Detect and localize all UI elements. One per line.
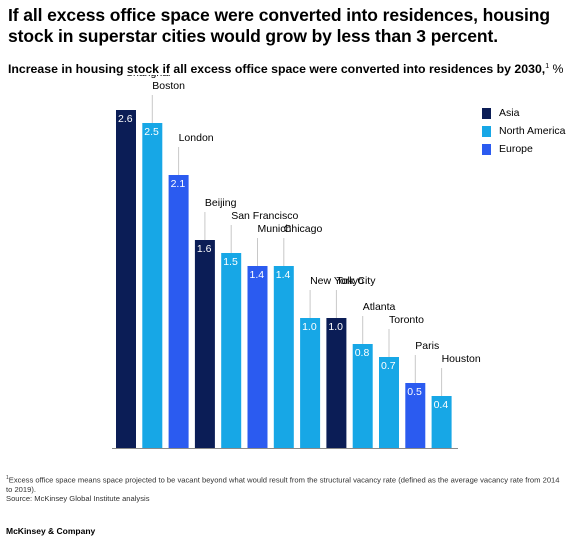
bar-value-label-beijing: 1.6 — [197, 243, 212, 255]
brand-logo: McKinsey & Company — [6, 526, 96, 536]
footnote-marker: 1 — [6, 475, 9, 481]
legend-label-north-america: North America — [499, 125, 566, 137]
category-label-san-francisco: San Francisco — [231, 210, 298, 222]
legend-item-north-america: North America — [482, 122, 566, 140]
bar-value-label-toronto: 0.7 — [381, 360, 396, 372]
category-label-tokyo: Tokyo — [336, 275, 364, 287]
bar-beijing — [194, 240, 215, 448]
source-note: Source: McKinsey Global Institute analys… — [6, 493, 150, 503]
footnote-text: 1Excess office space means space project… — [6, 474, 566, 494]
legend-swatch-asia — [482, 107, 491, 119]
bar-value-label-new-york-city: 1.0 — [302, 321, 317, 333]
bar-chart: 2.6 Shanghai 2.5 Boston 2.1 London 1.6 Beijing 1… — [112, 75, 481, 449]
category-label-munich: Munich — [258, 223, 292, 235]
bar-value-label-boston: 2.5 — [144, 126, 159, 138]
legend-item-europe: Europe — [482, 140, 566, 158]
bar-toronto — [379, 357, 399, 448]
bar-paris — [405, 383, 426, 448]
bar-houston — [431, 396, 452, 448]
bar-new-york-city — [300, 318, 321, 448]
subtitle-footnote-marker: 1 — [545, 63, 550, 70]
category-label-toronto: Toronto — [389, 314, 424, 326]
legend-label-europe: Europe — [499, 143, 533, 155]
bar-munich — [247, 266, 268, 448]
bar-value-label-chicago: 1.4 — [276, 269, 291, 281]
subtitle-text: Increase in housing stock if all excess … — [8, 62, 546, 77]
legend-swatch-europe — [482, 143, 491, 155]
category-label-paris: Paris — [415, 340, 439, 352]
bar-shanghai — [116, 110, 136, 448]
chart-headline: If all excess office space were converte… — [8, 5, 550, 46]
bar-boston — [142, 123, 163, 448]
bar-value-label-shanghai: 2.6 — [118, 113, 133, 125]
bar-value-label-munich: 1.4 — [250, 269, 265, 281]
bar-value-label-houston: 0.4 — [434, 399, 449, 411]
category-label-boston: Boston — [152, 80, 185, 92]
category-label-london: London — [179, 132, 214, 144]
bar-value-label-san-francisco: 1.5 — [223, 256, 238, 268]
category-label-houston: Houston — [442, 353, 481, 365]
footnote-definition: Excess office space means space projecte… — [6, 475, 560, 494]
legend-label-asia: Asia — [499, 107, 520, 119]
bar-london — [168, 175, 189, 448]
bar-san-francisco — [221, 253, 242, 448]
legend-swatch-north-america — [482, 125, 491, 137]
bar-value-label-atlanta: 0.8 — [355, 347, 370, 359]
subtitle-unit: % — [549, 62, 564, 77]
bar-value-label-paris: 0.5 — [407, 386, 422, 398]
category-label-atlanta: Atlanta — [363, 301, 396, 313]
bar-atlanta — [352, 344, 373, 448]
chart-subtitle: Increase in housing stock if all excess … — [8, 59, 570, 77]
chart-legend: Asia North America Europe — [482, 104, 566, 158]
category-label-beijing: Beijing — [205, 197, 237, 209]
category-label-shanghai: Shanghai — [126, 75, 170, 79]
bar-tokyo — [326, 318, 347, 448]
bar-chicago — [273, 266, 294, 448]
category-label-chicago: Chicago — [284, 223, 323, 235]
category-label-new-york-city: New York City — [310, 275, 376, 287]
footnote: 1Excess office space means space project… — [6, 474, 566, 503]
legend-item-asia: Asia — [482, 104, 566, 122]
bar-value-label-tokyo: 1.0 — [328, 321, 343, 333]
bar-value-label-london: 2.1 — [171, 178, 186, 190]
